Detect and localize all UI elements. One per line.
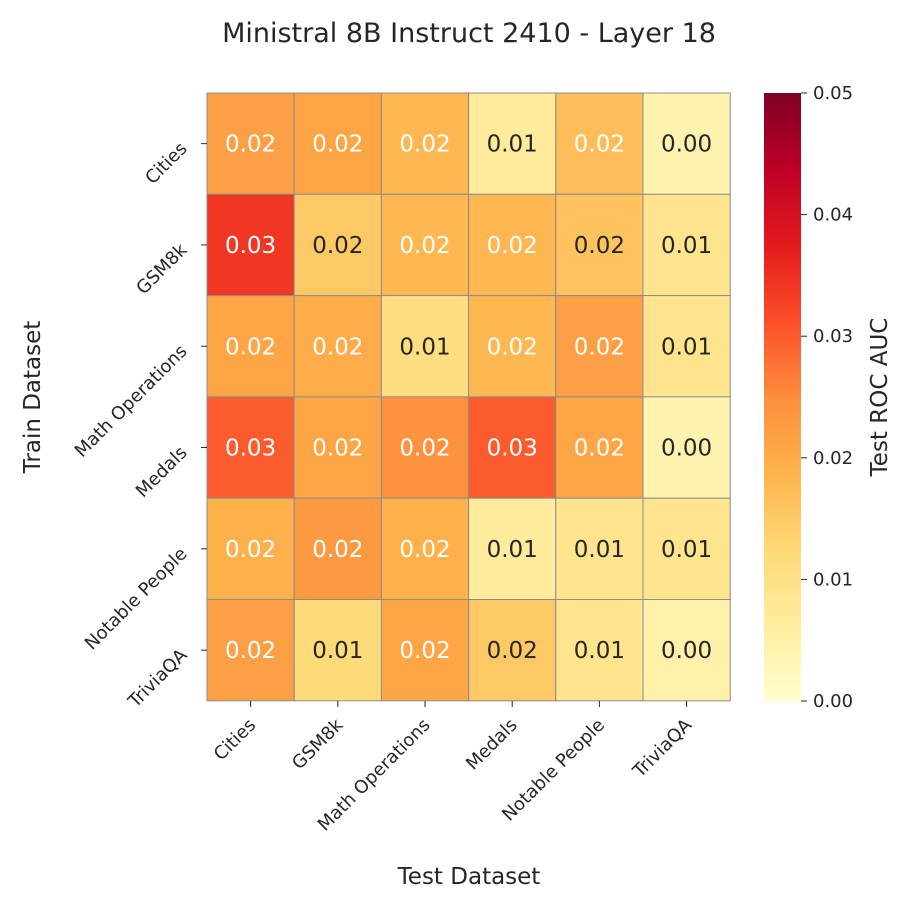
cell-value-label: 0.02 (225, 537, 276, 563)
heatmap-cell-gsm8k-gsm8k (293, 193, 382, 297)
colorbar-ticks: 0.00 0.01 0.02 0.03 0.04 0.05 (801, 83, 853, 712)
heatmap-cell-cities-cities (206, 92, 295, 195)
colorbar-tick-label: 0.01 (813, 569, 853, 590)
heatmap-cell-math-operations-notable-people (555, 295, 644, 398)
cell-value-label: 0.02 (487, 233, 538, 259)
heatmap-cell-medals-cities (206, 396, 295, 499)
y-tick-label-gsm8k: GSM8k (132, 239, 192, 299)
cell-value-label: 0.02 (399, 233, 450, 259)
cell-value-label: 0.02 (312, 334, 363, 360)
cell-value-label: 0.01 (487, 132, 538, 158)
cell-value-label: 0.02 (312, 537, 363, 563)
colorbar-tick-label: 0.05 (813, 83, 853, 104)
cell-value-label: 0.00 (661, 638, 712, 664)
y-tick-label-triviaqa: TriviaQA (124, 644, 192, 712)
heatmap-cell-math-operations-gsm8k (293, 295, 382, 398)
heatmap-cell-triviaqa-medals (468, 599, 557, 702)
heatmap-cell-gsm8k-triviaqa (642, 193, 731, 297)
heatmap-cell-notable-people-notable-people (555, 497, 644, 601)
y-tick-label-medals: Medals (132, 442, 192, 502)
heatmap-cell-triviaqa-triviaqa (642, 599, 731, 702)
colorbar-tick-label: 0.02 (813, 448, 853, 469)
heatmap-cell-math-operations-triviaqa (642, 295, 731, 398)
cell-value-label: 0.01 (661, 537, 712, 563)
heatmap-cell-medals-medals (468, 396, 557, 499)
heatmap-cell-math-operations-cities (206, 295, 295, 398)
heatmap-cell-gsm8k-medals (468, 193, 557, 297)
heatmap-cell-medals-triviaqa (642, 396, 731, 499)
heatmap-cell-cities-math-operations (380, 92, 470, 195)
heatmap-cell-medals-math-operations (380, 396, 470, 499)
heatmap-cells: 0.02 0.02 0.02 0.01 0.02 0.00 0.03 0.02 0.02 0.02… (206, 92, 731, 702)
cell-value-label: 0.03 (487, 436, 538, 462)
x-tick-label-gsm8k: GSM8k (288, 714, 348, 774)
cell-value-label: 0.02 (399, 537, 450, 563)
cell-value-label: 0.02 (312, 233, 363, 259)
heatmap-cell-medals-notable-people (555, 396, 644, 499)
cell-value-label: 0.02 (574, 233, 625, 259)
heatmap-cell-cities-gsm8k (293, 92, 382, 195)
x-axis-title: Test Dataset (397, 864, 541, 890)
cell-value-label: 0.02 (487, 334, 538, 360)
heatmap-cell-medals-gsm8k (293, 396, 382, 499)
heatmap-cell-notable-people-triviaqa (642, 497, 731, 601)
cell-value-label: 0.01 (312, 638, 363, 664)
colorbar-label: Test ROC AUC (867, 318, 893, 478)
cell-value-label: 0.02 (399, 638, 450, 664)
colorbar-tick-label: 0.04 (813, 205, 853, 226)
cell-value-label: 0.02 (399, 132, 450, 158)
cell-value-label: 0.01 (661, 334, 712, 360)
heatmap-cell-notable-people-math-operations (380, 497, 470, 601)
x-tick-label-triviaqa: TriviaQA (628, 714, 696, 782)
y-tick-label-cities: Cities (141, 138, 191, 188)
cell-value-label: 0.03 (225, 436, 276, 462)
x-tick-label-cities: Cities (210, 715, 260, 765)
cell-value-label: 0.00 (661, 132, 712, 158)
cell-value-label: 0.01 (487, 537, 538, 563)
cell-value-label: 0.02 (487, 638, 538, 664)
cell-value-label: 0.01 (574, 537, 625, 563)
heatmap-cell-cities-medals (468, 92, 557, 195)
cell-value-label: 0.03 (225, 233, 276, 259)
cell-value-label: 0.02 (225, 638, 276, 664)
heatmap-cell-triviaqa-notable-people (555, 599, 644, 702)
heatmap-cell-cities-notable-people (555, 92, 644, 195)
cell-value-label: 0.02 (574, 132, 625, 158)
cell-value-label: 0.01 (661, 233, 712, 259)
chart-title: Ministral 8B Instruct 2410 - Layer 18 (222, 18, 716, 49)
heatmap-cell-notable-people-medals (468, 497, 557, 601)
cell-value-label: 0.02 (399, 436, 450, 462)
cell-value-label: 0.02 (312, 436, 363, 462)
heatmap-cell-math-operations-math-operations (380, 295, 470, 398)
heatmap-cell-math-operations-medals (468, 295, 557, 398)
cell-value-label: 0.02 (574, 436, 625, 462)
y-tick-label-math-operations: Math Operations (71, 341, 192, 462)
y-tick-label-notable-people: Notable People (81, 544, 192, 655)
cell-value-label: 0.01 (574, 638, 625, 664)
y-axis-title: Train Dataset (20, 321, 46, 475)
cell-value-label: 0.02 (225, 132, 276, 158)
x-tick-label-medals: Medals (462, 715, 522, 775)
heatmap-cell-notable-people-cities (206, 497, 295, 601)
heatmap-cell-triviaqa-cities (206, 599, 295, 702)
cell-value-label: 0.02 (574, 334, 625, 360)
colorbar (764, 93, 801, 701)
cell-value-label: 0.01 (399, 334, 450, 360)
cell-value-label: 0.02 (312, 132, 363, 158)
cell-value-label: 0.00 (661, 436, 712, 462)
cell-value-label: 0.02 (225, 334, 276, 360)
heatmap-cell-cities-triviaqa (642, 92, 731, 195)
colorbar-tick-label: 0.03 (813, 326, 853, 347)
colorbar-tick-label: 0.00 (813, 691, 853, 712)
